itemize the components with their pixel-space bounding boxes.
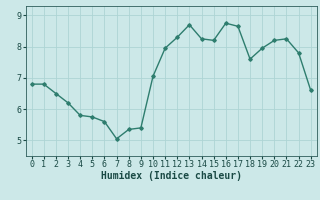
- X-axis label: Humidex (Indice chaleur): Humidex (Indice chaleur): [101, 171, 242, 181]
